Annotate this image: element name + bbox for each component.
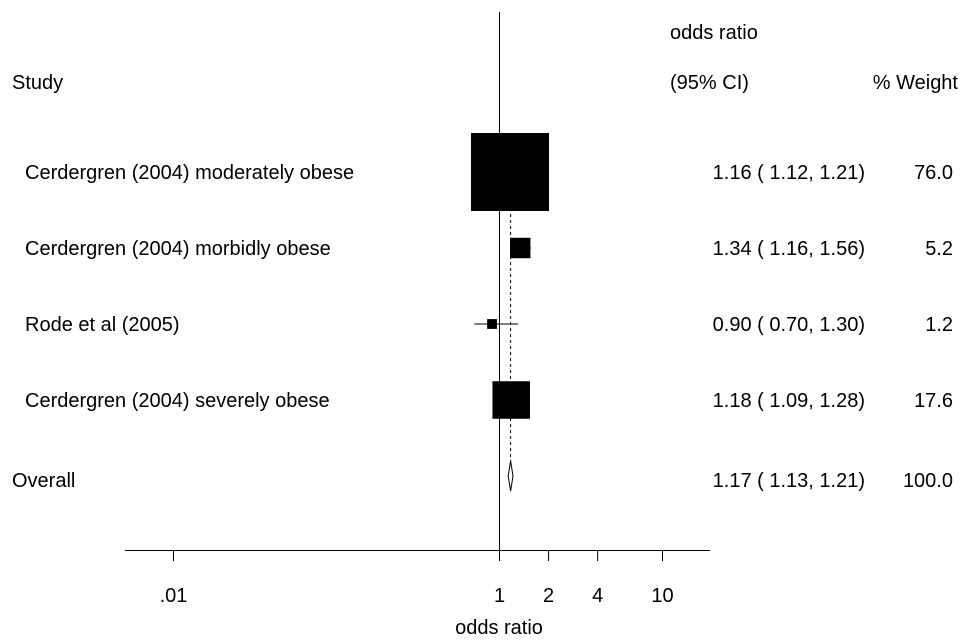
study-weight-text: 17.6 <box>914 390 953 412</box>
study-weight-box <box>492 381 530 419</box>
overall-diamond <box>507 460 514 492</box>
study-name: Rode et al (2005) <box>25 314 180 336</box>
study-weight-box <box>510 237 531 259</box>
study-weight-box <box>487 319 497 329</box>
study-weight-box <box>471 133 550 211</box>
study-column-header: Study <box>12 72 63 94</box>
weight-column-header: % Weight <box>873 72 959 94</box>
study-row: Rode et al (2005) 0.90 ( 0.70, 1.30) 1.2 <box>25 314 953 336</box>
study-name: Cerdergren (2004) morbidly obese <box>25 238 331 260</box>
study-row: Cerdergren (2004) moderately obese 1.16 (… <box>25 133 953 211</box>
study-name: Cerdergren (2004) severely obese <box>25 390 330 412</box>
overall-ci-text: 1.17 ( 1.13, 1.21) <box>713 470 865 492</box>
study-ci-text: 1.34 ( 1.16, 1.56) <box>713 238 865 260</box>
overall-label: Overall <box>12 470 75 492</box>
study-row: Cerdergren (2004) severely obese 1.18 ( 1… <box>25 381 953 419</box>
overall-weight-text: 100.0 <box>903 470 953 492</box>
x-tick-label: 2 <box>543 585 554 607</box>
estimate-column-header-line1: odds ratio <box>670 22 758 44</box>
x-axis-label: odds ratio <box>455 617 543 639</box>
study-weight-text: 1.2 <box>925 314 953 336</box>
study-weight-text: 5.2 <box>925 238 953 260</box>
study-ci-text: 0.90 ( 0.70, 1.30) <box>713 314 865 336</box>
x-tick-label: .01 <box>160 585 188 607</box>
estimate-column-header-line2: (95% CI) <box>670 72 749 94</box>
study-weight-text: 76.0 <box>914 162 953 184</box>
x-tick-label: 1 <box>494 585 505 607</box>
study-row: Cerdergren (2004) morbidly obese 1.34 ( 1… <box>25 237 953 260</box>
study-ci-text: 1.18 ( 1.09, 1.28) <box>713 390 865 412</box>
x-tick-label: 4 <box>592 585 603 607</box>
study-name: Cerdergren (2004) moderately obese <box>25 162 354 184</box>
x-tick-label: 10 <box>651 585 673 607</box>
study-ci-text: 1.16 ( 1.12, 1.21) <box>713 162 865 184</box>
